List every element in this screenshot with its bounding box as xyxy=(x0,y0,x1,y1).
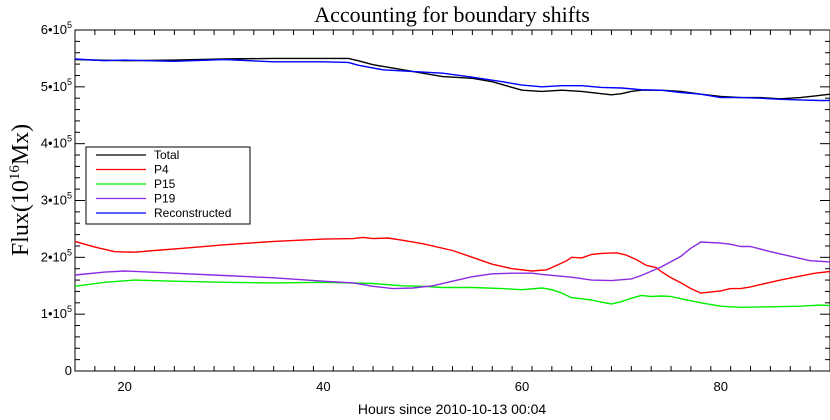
chart-title: Accounting for boundary shifts xyxy=(314,2,590,27)
x-tick-label: 60 xyxy=(515,379,529,394)
series-line-p19 xyxy=(74,241,830,290)
x-tick-label: 80 xyxy=(713,379,727,394)
y-tick-label: 3•105 xyxy=(41,191,72,208)
legend-label-p15: P15 xyxy=(154,177,176,191)
series-line-p15 xyxy=(74,279,830,308)
y-axis-label: Flux(1016Mx) xyxy=(7,124,34,256)
y-tick-label: 5•105 xyxy=(41,77,72,94)
y-tick-label: 4•105 xyxy=(41,134,72,151)
y-tick-label: 6•105 xyxy=(41,20,72,37)
series-line-reconstructed xyxy=(74,58,830,102)
legend-box xyxy=(85,146,251,225)
legend-label-p19: P19 xyxy=(154,192,176,206)
series-line-total xyxy=(74,57,830,100)
legend-label-reconstructed: Reconstructed xyxy=(154,206,231,220)
y-tick-label: 1•105 xyxy=(41,304,72,321)
y-tick-label: 2•105 xyxy=(41,247,72,264)
y-tick-label: 0 xyxy=(65,363,72,378)
legend-label-p4: P4 xyxy=(154,163,169,177)
axes: 20 40 60 80 0 1•105 2•105 3•105 4•105 5•105 6•105 xyxy=(41,20,830,394)
x-tick-label: 40 xyxy=(316,379,330,394)
series-group xyxy=(74,57,830,308)
legend-label-total: Total xyxy=(154,148,179,162)
series-line-p4 xyxy=(74,236,830,294)
x-tick-label: 20 xyxy=(117,379,131,394)
x-axis-label: Hours since 2010-10-13 00:04 xyxy=(358,401,547,417)
